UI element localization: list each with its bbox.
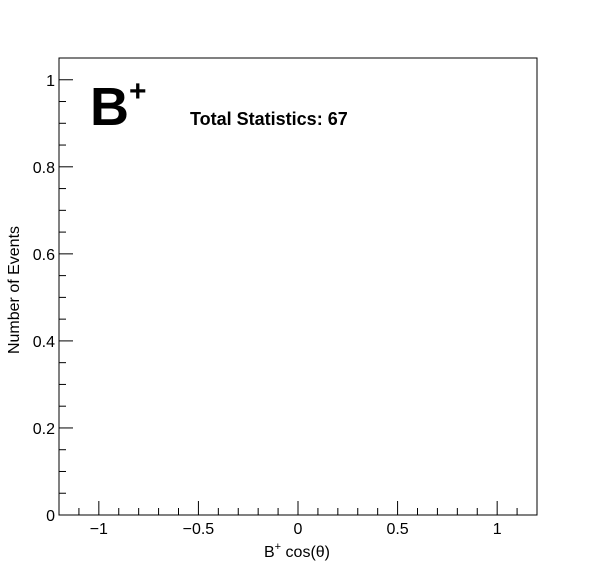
y-tick-label: 0 [46,508,55,525]
y-tick-label: 0.8 [33,160,55,177]
x-axis-title-rest: cos(θ) [281,544,330,561]
x-tick-label: 0 [294,521,303,538]
y-tick-label: 1 [46,73,55,90]
particle-label-base: B [90,77,129,137]
y-tick-label: 0.2 [33,421,55,438]
x-tick-label: −1 [90,521,108,538]
x-axis-title-sup: + [275,541,281,553]
y-axis: 0 0.2 0.4 0.6 0.8 1 [33,57,73,525]
x-tick-label: 0.5 [386,521,408,538]
x-tick-label: −0.5 [183,521,215,538]
stats-annotation: Total Statistics: 67 [190,109,348,129]
x-axis-title-base: B [264,544,275,561]
y-tick-label: 0.6 [33,247,55,264]
x-tick-label: 1 [493,521,502,538]
y-axis-title: Number of Events [6,226,23,354]
x-axis: −1 −0.5 0 0.5 1 [58,501,538,538]
particle-label-sup: + [129,75,147,108]
x-axis-title: B+ cos(θ) [264,541,330,561]
particle-label: B+ [90,75,147,137]
y-tick-label: 0.4 [33,334,55,351]
